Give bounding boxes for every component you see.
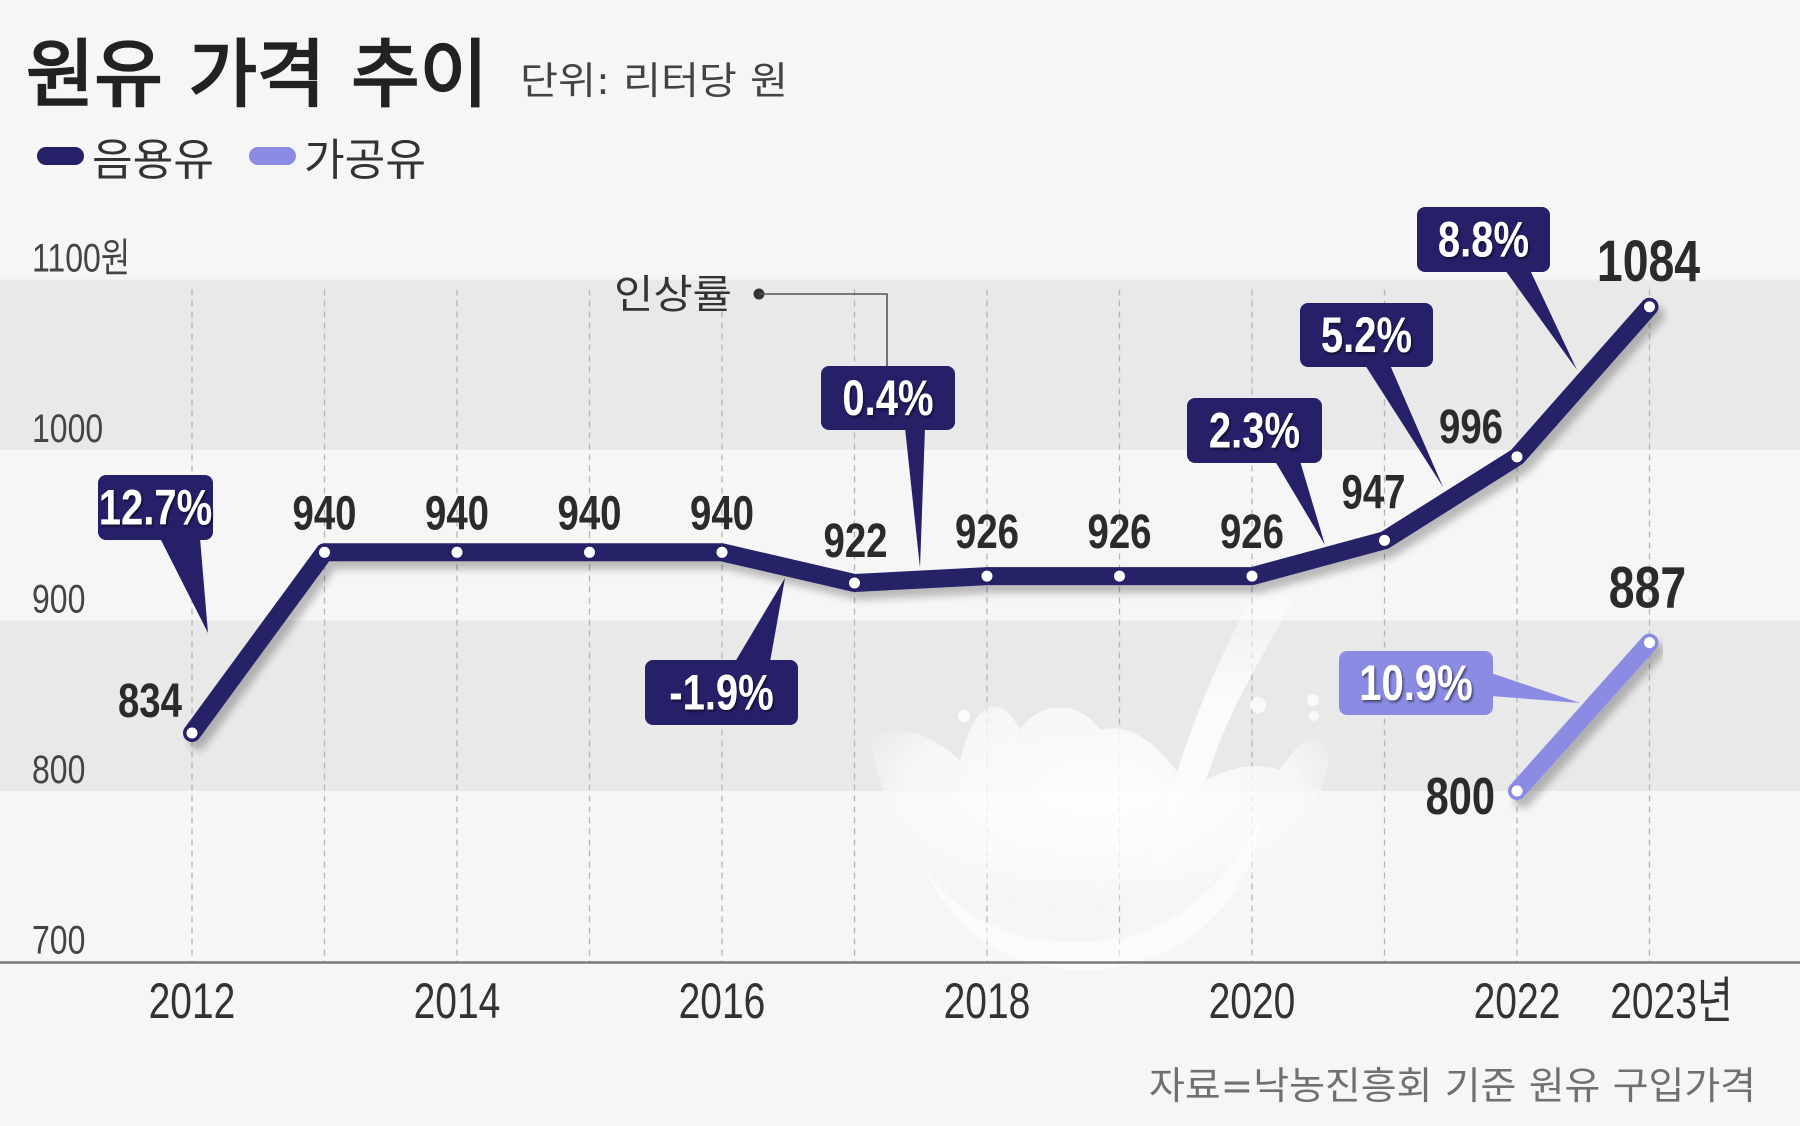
rate-callout: -1.9% — [645, 578, 798, 725]
rate-callout: 0.4% — [821, 366, 955, 568]
value-label: 947 — [1341, 466, 1405, 519]
x-tick-label: 2016 — [679, 972, 766, 1029]
data-point — [1511, 785, 1523, 797]
rate-callout: 10.9% — [1339, 651, 1580, 715]
legend-label-processed-milk: 가공유 — [304, 135, 426, 186]
rate-callout-text: 8.8% — [1438, 211, 1529, 267]
x-tick-label: 2022 — [1474, 972, 1561, 1029]
series-lines — [183, 297, 1659, 800]
y-tick-label: 1100원 — [32, 235, 130, 280]
rate-callout-pointer — [905, 428, 925, 568]
rate-callout-pointer — [1505, 270, 1577, 370]
value-label: 887 — [1609, 556, 1686, 621]
legend: 음용유 가공유 — [37, 135, 426, 186]
rate-callout: 5.2% — [1300, 303, 1443, 487]
rate-callout-box — [1417, 207, 1550, 272]
rate-callouts: 12.7% -1.9% 0.4% 2.3% 5.2% 8.8% 10.9% — [98, 207, 1580, 725]
rate-callout-text: 2.3% — [1209, 402, 1300, 458]
y-axis-tick-labels: 1100원 1000 900 800 700 — [32, 235, 130, 962]
rate-callout-box — [1187, 398, 1322, 463]
rate-callout-pointer — [1491, 673, 1580, 703]
rate-callout-box — [98, 475, 213, 540]
x-tick-label: 2014 — [414, 972, 501, 1029]
rate-callout-pointer — [160, 538, 208, 633]
milk-splash-image — [870, 580, 1330, 971]
legend-label-drinking-milk: 음용유 — [92, 135, 214, 186]
rate-annotation: 인상률 — [614, 272, 888, 366]
data-point — [716, 546, 728, 558]
data-point — [1511, 451, 1523, 463]
rate-callout: 8.8% — [1417, 207, 1577, 370]
x-tick-label: 2020 — [1209, 972, 1296, 1029]
data-point — [1644, 301, 1655, 313]
rate-callout: 12.7% — [98, 475, 213, 633]
rate-callout-text: 12.7% — [99, 479, 212, 535]
data-point — [981, 570, 993, 582]
value-label: 1084 — [1597, 229, 1700, 294]
data-point — [584, 546, 595, 558]
rate-callout-box — [1300, 303, 1433, 367]
value-label: 940 — [690, 487, 754, 540]
x-axis-tick-labels: 2012 2014 2016 2018 2020 2022 2023년 — [149, 972, 1733, 1029]
rate-callout-box — [1339, 651, 1493, 715]
data-point — [1114, 570, 1125, 582]
x-tick-label: 2012 — [149, 972, 236, 1029]
rate-callout-text: 5.2% — [1321, 307, 1412, 363]
rate-callout-box — [821, 366, 955, 430]
rate-callout-text: 0.4% — [842, 370, 933, 426]
series-line-drinking-milk — [183, 297, 1659, 743]
value-label: 996 — [1439, 401, 1503, 454]
value-labels: 834 940 940 940 940 922 926 926 926 947 996 1084 800… — [118, 229, 1700, 825]
data-point — [186, 727, 198, 739]
rate-callout-pointer — [1365, 365, 1443, 487]
data-point — [1644, 637, 1655, 649]
unit-label: 단위: 리터당 원 — [520, 59, 788, 103]
value-label: 940 — [292, 487, 356, 540]
legend-item-drinking-milk: 음용유 — [37, 135, 214, 186]
rate-annotation-label: 인상률 — [614, 272, 732, 318]
series-line-processed-milk — [1508, 633, 1659, 800]
value-label: 926 — [1220, 506, 1284, 559]
rate-callout-pointer — [735, 578, 785, 662]
source-note: 자료=낙농진흥회 기준 원유 구입가격 — [1149, 1064, 1756, 1108]
rate-callout-text: -1.9% — [669, 664, 773, 720]
x-tick-label: 2023년 — [1610, 972, 1733, 1029]
chart-title: 원유 가격 추이 — [26, 32, 488, 118]
rate-callout: 2.3% — [1187, 398, 1325, 545]
value-label: 834 — [118, 675, 182, 728]
data-point — [319, 546, 330, 558]
y-tick-label: 1000 — [32, 406, 103, 451]
data-point — [849, 577, 860, 589]
data-point — [1246, 570, 1258, 582]
header: 원유 가격 추이 단위: 리터당 원 — [26, 32, 788, 118]
x-tick-label: 2018 — [944, 972, 1031, 1029]
value-label: 926 — [1087, 506, 1151, 559]
rate-callout-text: 10.9% — [1359, 655, 1472, 711]
legend-item-processed-milk: 가공유 — [249, 135, 426, 186]
legend-swatch-drinking-milk-icon — [37, 147, 84, 165]
data-point — [1379, 534, 1390, 546]
value-label: 926 — [955, 506, 1019, 559]
value-label: 940 — [557, 487, 621, 540]
value-label: 940 — [425, 487, 489, 540]
y-tick-label: 800 — [32, 747, 85, 792]
rate-callout-pointer — [1275, 461, 1325, 545]
value-label: 800 — [1426, 767, 1495, 826]
y-tick-label: 900 — [32, 576, 85, 621]
value-label: 922 — [823, 515, 887, 568]
rate-annotation-leader-line — [759, 293, 888, 366]
rate-callout-box — [645, 660, 798, 725]
y-tick-label: 700 — [32, 917, 85, 962]
data-point — [451, 546, 463, 558]
legend-swatch-processed-milk-icon — [249, 147, 296, 165]
